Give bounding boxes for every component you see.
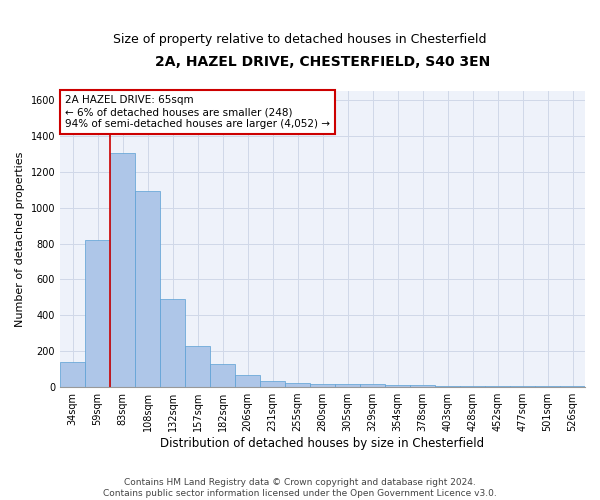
- Bar: [160, 299, 185, 387]
- Bar: [185, 346, 210, 387]
- Text: 2A HAZEL DRIVE: 65sqm
← 6% of detached houses are smaller (248)
94% of semi-deta: 2A HAZEL DRIVE: 65sqm ← 6% of detached h…: [65, 96, 330, 128]
- Bar: [560, 386, 585, 387]
- X-axis label: Distribution of detached houses by size in Chesterfield: Distribution of detached houses by size …: [160, 437, 485, 450]
- Bar: [285, 382, 310, 387]
- Bar: [410, 386, 435, 387]
- Bar: [235, 376, 260, 387]
- Bar: [435, 386, 460, 387]
- Text: Size of property relative to detached houses in Chesterfield: Size of property relative to detached ho…: [113, 32, 487, 46]
- Bar: [385, 385, 410, 387]
- Bar: [210, 364, 235, 387]
- Bar: [485, 386, 510, 387]
- Bar: [110, 153, 135, 387]
- Bar: [85, 240, 110, 387]
- Bar: [310, 384, 335, 387]
- Bar: [335, 384, 360, 387]
- Bar: [535, 386, 560, 387]
- Bar: [135, 192, 160, 387]
- Text: Contains HM Land Registry data © Crown copyright and database right 2024.
Contai: Contains HM Land Registry data © Crown c…: [103, 478, 497, 498]
- Bar: [460, 386, 485, 387]
- Y-axis label: Number of detached properties: Number of detached properties: [15, 152, 25, 326]
- Bar: [260, 381, 285, 387]
- Bar: [60, 362, 85, 387]
- Bar: [360, 384, 385, 387]
- Title: 2A, HAZEL DRIVE, CHESTERFIELD, S40 3EN: 2A, HAZEL DRIVE, CHESTERFIELD, S40 3EN: [155, 55, 490, 69]
- Bar: [510, 386, 535, 387]
